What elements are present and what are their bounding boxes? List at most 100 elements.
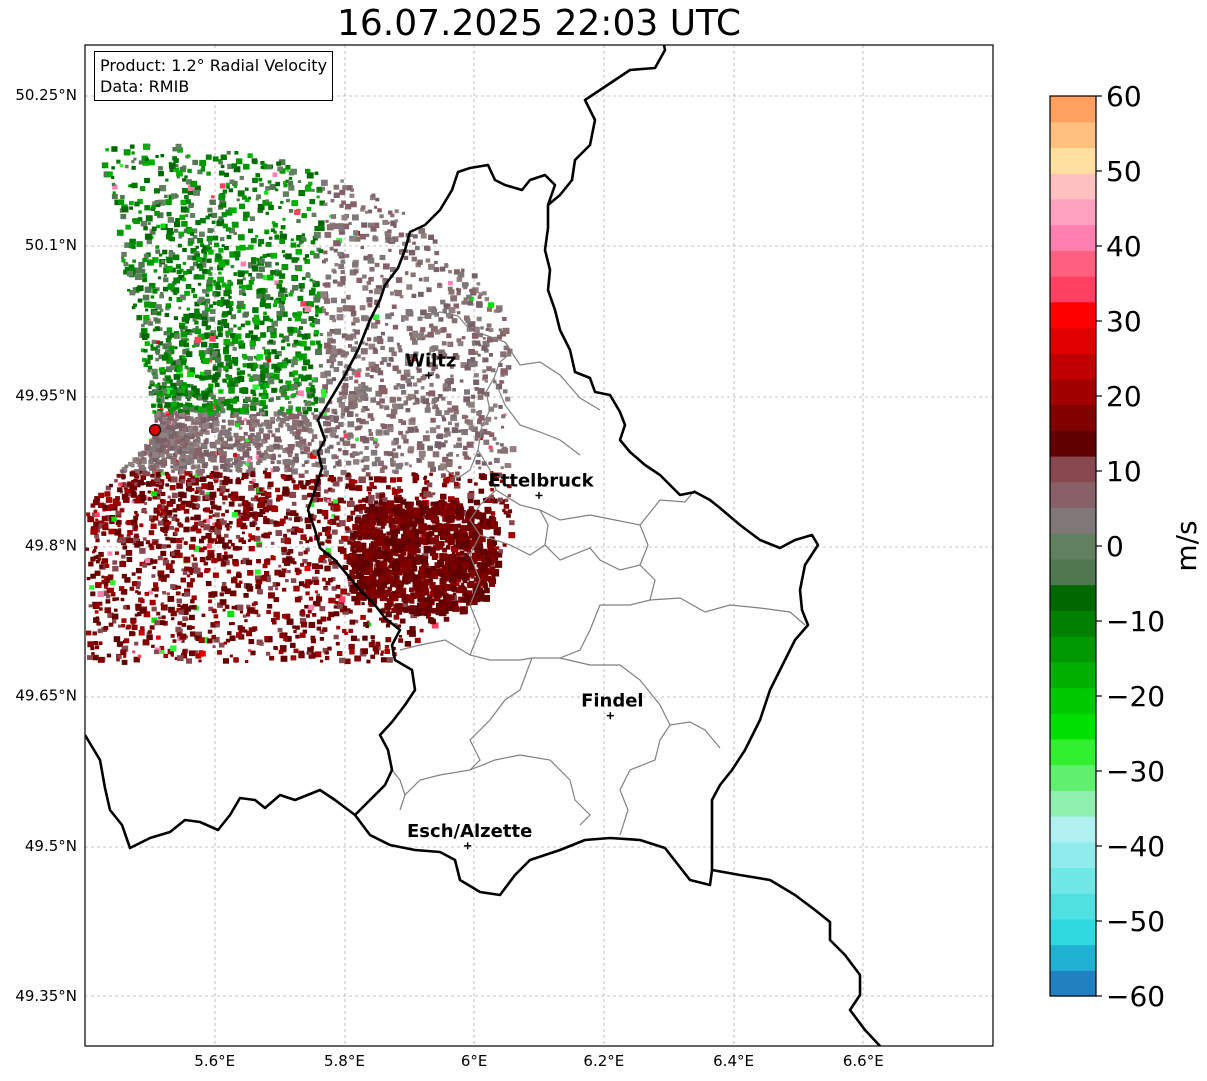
radar-pixel (441, 396, 446, 401)
radar-pixel (445, 461, 453, 467)
radar-pixel (217, 433, 223, 439)
radar-pixel (247, 438, 253, 444)
radar-pixel (350, 310, 357, 316)
radar-pixel (286, 618, 294, 625)
radar-pixel (256, 354, 263, 360)
radar-pixel (242, 557, 250, 564)
radar-pixel (326, 539, 332, 544)
radar-pixel (183, 455, 190, 461)
radar-pixel (207, 401, 211, 405)
radar-pixel (365, 498, 371, 504)
radar-pixel (490, 497, 495, 501)
radar-pixel (396, 496, 404, 503)
radar-pixel (233, 382, 239, 387)
radar-pixel (213, 281, 219, 287)
radar-pixel (350, 346, 357, 353)
radar-pixel (396, 383, 401, 387)
radar-pixel (429, 530, 435, 536)
radar-pixel (112, 619, 117, 624)
radar-pixel (399, 618, 406, 624)
radar-pixel (94, 496, 101, 502)
radar-pixel (154, 410, 161, 417)
radar-pixel (440, 442, 446, 448)
radar-pixel (86, 512, 91, 517)
radar-pixel (150, 480, 157, 487)
radar-pixel (142, 357, 147, 363)
radar-pixel (154, 346, 158, 350)
radar-pixel (408, 397, 412, 400)
radar-pixel (233, 359, 239, 365)
radar-pixel (143, 143, 150, 150)
radar-pixel (199, 490, 205, 495)
radar-pixel (410, 375, 415, 380)
radar-pixel (440, 493, 447, 500)
radar-pixel (417, 316, 423, 321)
radar-pixel (320, 291, 328, 298)
radar-pixel (439, 350, 445, 355)
radar-pixel (263, 470, 267, 474)
radar-pixel (304, 306, 312, 312)
radar-pixel (458, 513, 465, 520)
radar-pixel (267, 352, 272, 356)
radar-pixel (223, 641, 227, 645)
radar-pixel (189, 488, 193, 492)
radar-pixel (300, 340, 307, 347)
radar-pixel (248, 485, 255, 491)
radar-pixel (183, 313, 189, 319)
radar-pixel (420, 309, 427, 316)
radar-pixel (133, 535, 140, 541)
radar-pixel (249, 405, 256, 411)
radar-pixel (128, 184, 132, 188)
radar-pixel (477, 394, 484, 400)
radar-pixel (171, 617, 175, 621)
radar-pixel (203, 405, 210, 412)
radar-pixel (325, 421, 332, 427)
radar-pixel (95, 518, 99, 522)
radar-pixel (292, 419, 299, 426)
radar-pixel (294, 596, 301, 603)
radar-pixel (173, 333, 180, 339)
radar-pixel (94, 610, 99, 614)
radar-pixel (375, 641, 381, 647)
radar-pixel (222, 501, 226, 505)
radar-pixel (263, 275, 269, 281)
radar-pixel (198, 296, 205, 303)
radar-pixel (409, 464, 412, 468)
radar-pixel (267, 165, 272, 170)
radar-pixel (280, 391, 288, 398)
radar-pixel (168, 162, 176, 169)
radar-pixel (295, 429, 302, 434)
radar-pixel (397, 445, 402, 449)
radar-pixel (123, 149, 131, 156)
radar-pixel (193, 340, 200, 346)
radar-pixel (263, 449, 268, 454)
radar-pixel (212, 522, 216, 526)
radar-pixel (495, 546, 500, 550)
radar-pixel (145, 450, 150, 455)
radar-pixel (305, 591, 310, 596)
radar-pixel (325, 651, 329, 655)
radar-pixel (158, 460, 162, 465)
radar-pixel (236, 571, 241, 576)
radar-pixel (380, 274, 384, 278)
radar-pixel (206, 246, 212, 252)
radar-pixel (139, 186, 146, 191)
radar-pixel (420, 512, 425, 517)
radar-pixel (231, 622, 235, 625)
radar-pixel (131, 182, 138, 189)
radar-pixel (396, 369, 402, 374)
radar-pixel (195, 653, 202, 659)
radar-pixel (433, 608, 438, 613)
radar-pixel (401, 434, 407, 440)
graticule (85, 45, 993, 1046)
radar-pixel (242, 277, 246, 281)
radar-pixel (241, 387, 248, 393)
radar-pixel (499, 380, 504, 384)
radar-pixel (111, 613, 119, 620)
radar-pixel (180, 206, 188, 213)
radar-pixel (206, 484, 213, 490)
radar-pixel (236, 521, 244, 528)
radar-pixel (180, 360, 187, 366)
radar-pixel (479, 304, 483, 308)
radar-pixel (189, 441, 195, 447)
